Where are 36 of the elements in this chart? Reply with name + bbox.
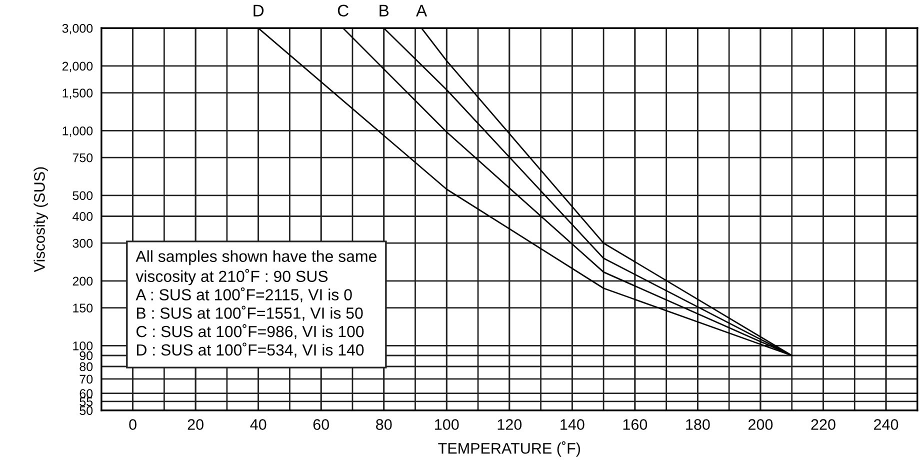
x-tick-label: 40 [250,419,266,430]
y-tick-label: 750 [72,153,93,162]
y-tick-label: 2,000 [62,62,93,72]
annotation: B [380,4,389,16]
x-tick-label: 0 [129,419,136,430]
x-tick-label: 20 [188,419,204,430]
y-tick-label: 100 [73,341,93,350]
x-tick-label: 240 [874,419,898,430]
y-tick-label: 50 [80,406,93,416]
x-tick-label: 60 [313,419,330,430]
x-tick-label: 180 [686,419,710,430]
y-tick-label: 400 [72,212,93,221]
y-tick-label: 1,000 [62,126,93,137]
y-tick-label: 1,500 [62,88,93,99]
x-tick-label: 120 [498,419,522,430]
x-tick-label: 80 [376,419,392,430]
annotation: A [416,4,428,16]
y-tick-label: 70 [80,374,93,384]
annotation: C [338,4,348,17]
y-axis-title: Viscosity (SUS) [34,167,48,272]
y-tick-label: 3,000 [62,24,93,34]
x-tick-label: 140 [560,419,584,430]
y-tick-label: 150 [73,304,93,312]
x-tick-label: 160 [623,419,648,430]
x-tick-label: 100 [435,419,459,430]
y-tick-label: 200 [72,276,93,286]
y-tick-label: 90 [80,351,93,360]
y-tick-label: 300 [72,238,93,248]
annotation: D [254,4,264,16]
annotation: All samples shown have the same viscosity at 210˚F : 90 SUS A : SUS at 100˚F=2115, VI is 0 B : SUS at 100˚F=1551, VI is 50 C : SUS at 100˚F=986, VI is 100 D : SUS at 100˚F=534, VI is 140 [136,250,376,358]
y-tick-label: 80 [80,362,93,372]
x-tick-label: 200 [748,419,773,430]
y-tick-label: 500 [72,191,93,200]
x-axis-title: TEMPERATURE (˚F) [438,441,580,457]
x-tick-label: 220 [811,419,836,430]
y-tick-label: 55 [80,397,93,406]
